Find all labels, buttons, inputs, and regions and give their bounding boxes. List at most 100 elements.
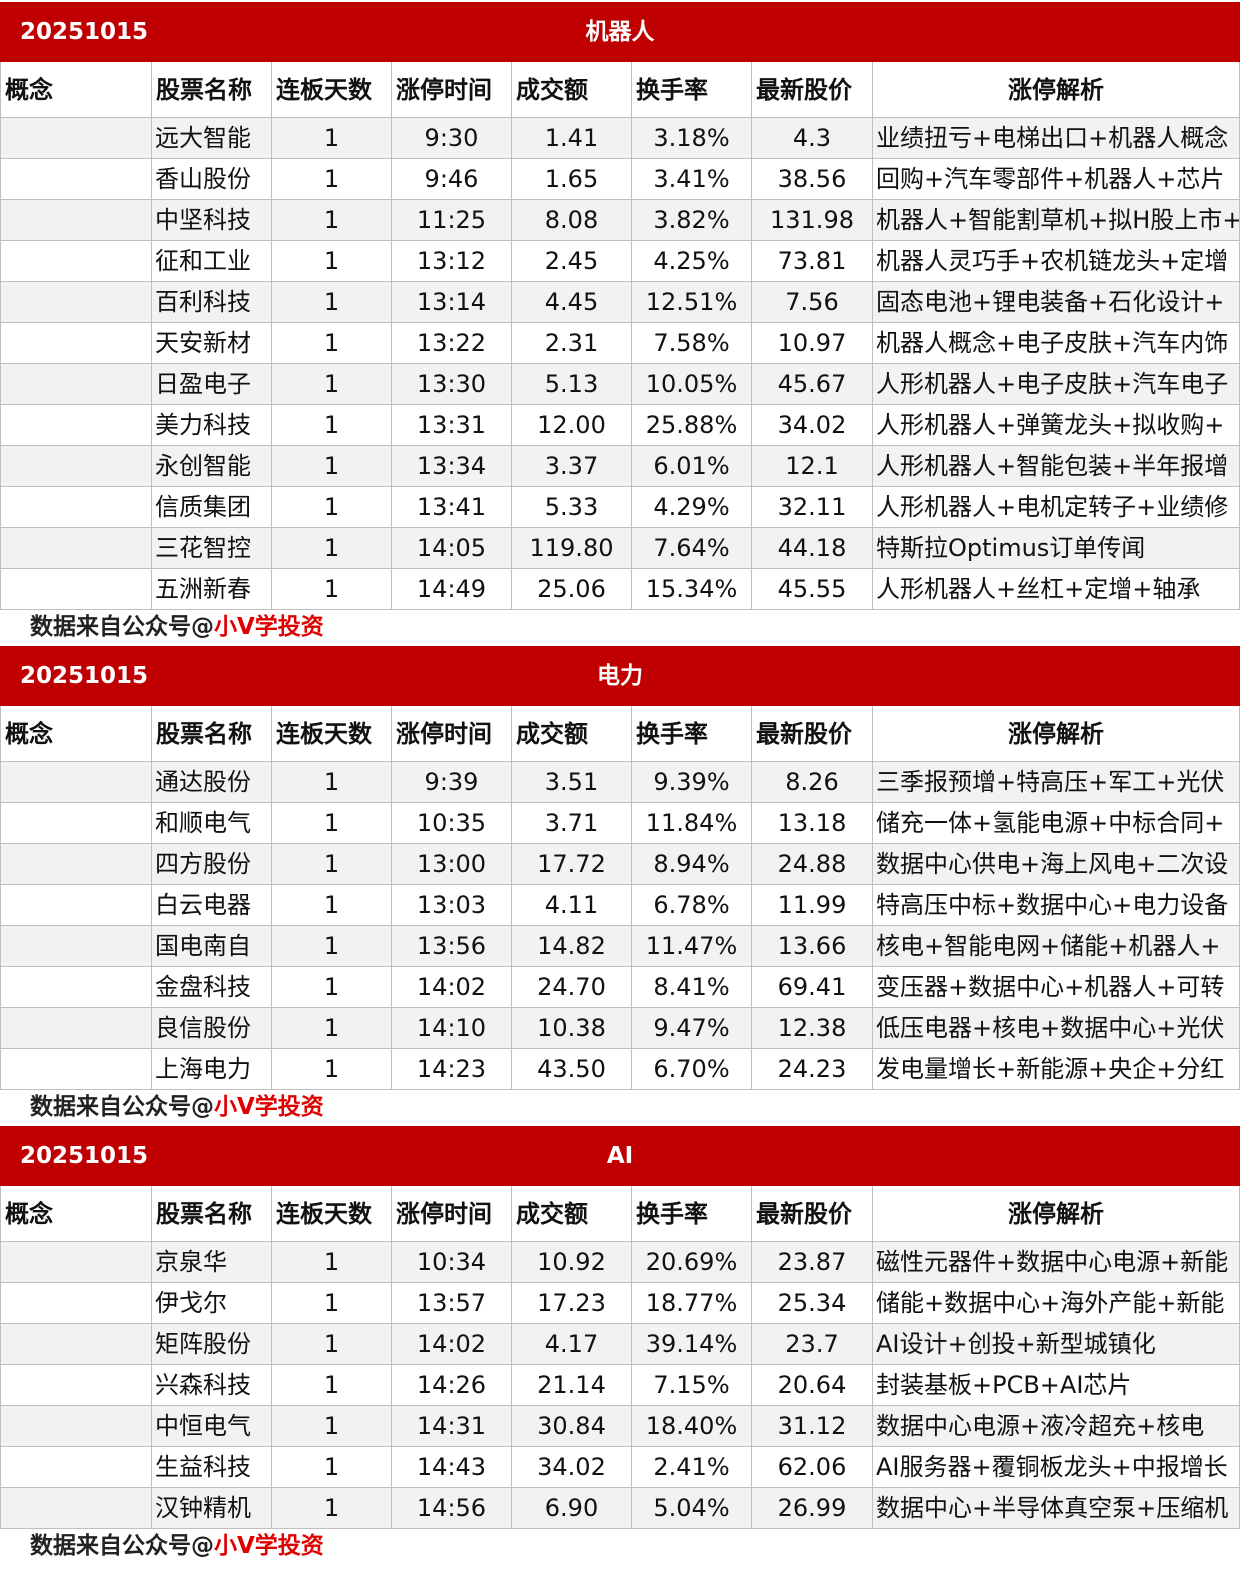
- table-cell: 京泉华: [152, 1242, 272, 1283]
- table-cell: 7.58%: [632, 323, 752, 364]
- watermark: 数据来自公众号@小V学投资: [0, 610, 1240, 644]
- section-title: 电力: [597, 663, 643, 689]
- column-header: 连板天数: [272, 706, 392, 762]
- table-row: 上海电力 1 14:23 43.50 6.70% 24.23 发电量增长+新能源+央企+分红: [0, 1049, 1240, 1090]
- table-cell: 69.41: [752, 967, 873, 1008]
- table-row: 中恒电气 1 14:31 30.84 18.40% 31.12 数据中心电源+液冷超充+核电: [0, 1406, 1240, 1447]
- table-cell: 美力科技: [152, 405, 272, 446]
- table-cell: 机器人灵巧手+农机链龙头+定增: [873, 241, 1240, 282]
- table-cell: 14.82: [512, 926, 632, 967]
- concept-cell: [0, 405, 152, 446]
- table-cell: 和顺电气: [152, 803, 272, 844]
- table-row: 百利科技 1 13:14 4.45 12.51% 7.56 固态电池+锂电装备+石化设计+: [0, 282, 1240, 323]
- concept-cell: [0, 844, 152, 885]
- table-cell: 中坚科技: [152, 200, 272, 241]
- table-cell: 9:39: [392, 762, 512, 803]
- concept-cell: [0, 926, 152, 967]
- table-cell: 13:12: [392, 241, 512, 282]
- watermark-prefix: 数据来自公众号@: [30, 614, 214, 640]
- concept-cell: [0, 1049, 152, 1090]
- table-cell: 43.50: [512, 1049, 632, 1090]
- concept-cell: [0, 1242, 152, 1283]
- column-header: 涨停解析: [873, 1186, 1240, 1242]
- table-cell: 26.99: [752, 1488, 873, 1529]
- table-cell: 14:05: [392, 528, 512, 569]
- table-cell: 回购+汽车零部件+机器人+芯片: [873, 159, 1240, 200]
- table-cell: 10.92: [512, 1242, 632, 1283]
- table-cell: 磁性元器件+数据中心电源+新能: [873, 1242, 1240, 1283]
- table-cell: 伊戈尔: [152, 1283, 272, 1324]
- column-header: 股票名称: [152, 1186, 272, 1242]
- table-cell: 45.67: [752, 364, 873, 405]
- table-cell: 2.45: [512, 241, 632, 282]
- date: 20251015: [20, 663, 149, 689]
- table-cell: 4.11: [512, 885, 632, 926]
- table-cell: 数据中心+半导体真空泵+压缩机: [873, 1488, 1240, 1529]
- table-cell: 4.29%: [632, 487, 752, 528]
- table-cell: 3.18%: [632, 118, 752, 159]
- table-cell: 1: [272, 885, 392, 926]
- table-cell: 30.84: [512, 1406, 632, 1447]
- table-cell: 25.88%: [632, 405, 752, 446]
- table-cell: 1: [272, 1283, 392, 1324]
- table-cell: 白云电器: [152, 885, 272, 926]
- table-cell: 1: [272, 1242, 392, 1283]
- table-cell: 13:31: [392, 405, 512, 446]
- concept-cell: [0, 446, 152, 487]
- column-header: 最新股价: [752, 62, 873, 118]
- table-cell: 储充一体+氢能电源+中标合同+: [873, 803, 1240, 844]
- column-header: 换手率: [632, 706, 752, 762]
- table-cell: 8.08: [512, 200, 632, 241]
- table-row: 汉钟精机 1 14:56 6.90 5.04% 26.99 数据中心+半导体真空泵+压缩机: [0, 1488, 1240, 1529]
- watermark-source: 小V学投资: [214, 1533, 324, 1559]
- table-cell: 8.41%: [632, 967, 752, 1008]
- table-cell: 15.34%: [632, 569, 752, 610]
- table-cell: 1: [272, 803, 392, 844]
- table-cell: 24.88: [752, 844, 873, 885]
- table-cell: 三花智控: [152, 528, 272, 569]
- section: 20251015 AI 概念 股票名称 连板天数 涨停时间 成交额 换手率 最新股价 涨停解析 京泉…: [0, 1126, 1240, 1563]
- column-header: 连板天数: [272, 62, 392, 118]
- concept-cell: [0, 323, 152, 364]
- table-cell: 业绩扭亏+电梯出口+机器人概念: [873, 118, 1240, 159]
- concept-cell: [0, 241, 152, 282]
- concept-cell: [0, 1406, 152, 1447]
- table-cell: 14:49: [392, 569, 512, 610]
- watermark-source: 小V学投资: [214, 1094, 324, 1120]
- table-cell: 10.05%: [632, 364, 752, 405]
- table-cell: 9.39%: [632, 762, 752, 803]
- column-header-row: 概念 股票名称 连板天数 涨停时间 成交额 换手率 最新股价 涨停解析: [0, 62, 1240, 118]
- concept-cell: [0, 487, 152, 528]
- concept-cell: [0, 200, 152, 241]
- table-cell: 13:14: [392, 282, 512, 323]
- table-cell: 20.64: [752, 1365, 873, 1406]
- table-cell: 1: [272, 528, 392, 569]
- column-header-row: 概念 股票名称 连板天数 涨停时间 成交额 换手率 最新股价 涨停解析: [0, 706, 1240, 762]
- table-cell: 1: [272, 118, 392, 159]
- table-cell: 4.45: [512, 282, 632, 323]
- table-cell: AI设计+创投+新型城镇化: [873, 1324, 1240, 1365]
- concept-cell: [0, 1488, 152, 1529]
- column-header: 换手率: [632, 62, 752, 118]
- table-cell: 8.94%: [632, 844, 752, 885]
- table-cell: 13:03: [392, 885, 512, 926]
- table-cell: 封装基板+PCB+AI芯片: [873, 1365, 1240, 1406]
- table-cell: 3.82%: [632, 200, 752, 241]
- table-cell: 1: [272, 844, 392, 885]
- table-cell: 五洲新春: [152, 569, 272, 610]
- table-cell: 1: [272, 200, 392, 241]
- table-cell: 1: [272, 241, 392, 282]
- table-cell: 39.14%: [632, 1324, 752, 1365]
- table-cell: 1: [272, 282, 392, 323]
- table-cell: 金盘科技: [152, 967, 272, 1008]
- table-cell: 6.01%: [632, 446, 752, 487]
- table-cell: 三季报预增+特高压+军工+光伏: [873, 762, 1240, 803]
- table-cell: 1: [272, 1447, 392, 1488]
- table-cell: 73.81: [752, 241, 873, 282]
- table-cell: 人形机器人+智能包装+半年报增: [873, 446, 1240, 487]
- table-cell: 13:22: [392, 323, 512, 364]
- table-cell: 上海电力: [152, 1049, 272, 1090]
- date: 20251015: [20, 1143, 149, 1169]
- table-cell: 5.13: [512, 364, 632, 405]
- watermark-prefix: 数据来自公众号@: [30, 1094, 214, 1120]
